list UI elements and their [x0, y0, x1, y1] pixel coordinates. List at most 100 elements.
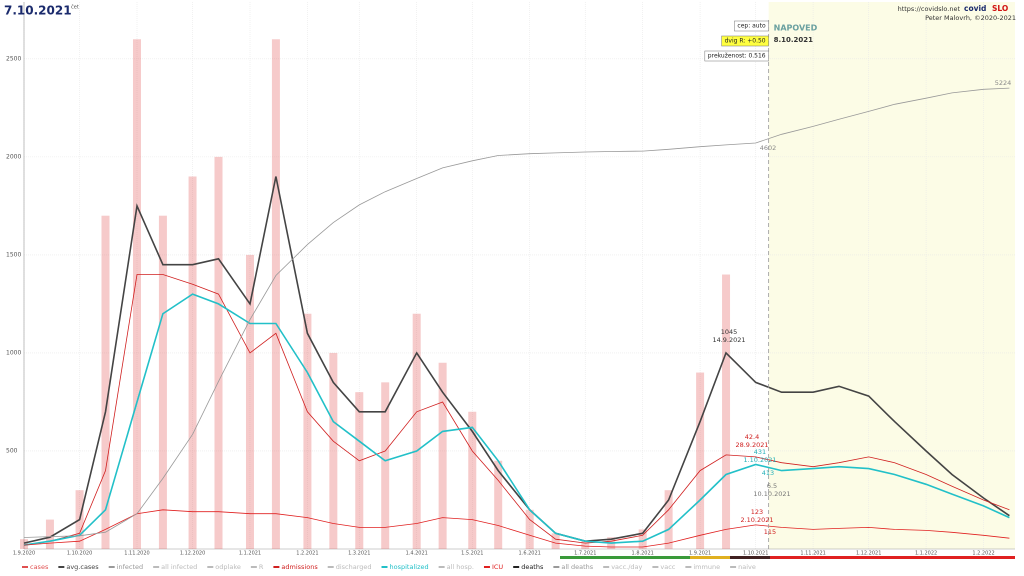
setting-label: dvig R: +0.50 [725, 38, 766, 45]
status-strip [560, 556, 1015, 559]
annotation-date: 1.10.2021 [743, 456, 776, 464]
bar [303, 313, 312, 549]
bar [664, 490, 673, 549]
bar [355, 392, 364, 549]
y-tick-label: 1000 [6, 349, 21, 356]
bar [468, 411, 477, 549]
legend-label: admissions [281, 563, 318, 571]
series-line [23, 176, 1010, 544]
bar [329, 352, 338, 549]
legend-label: naive [738, 563, 756, 571]
x-tick-label: 1.4.2021 [406, 551, 428, 557]
annotation-value: 413 [762, 469, 774, 477]
x-tick-label: 1.11.2020 [124, 551, 149, 557]
legend-label: vacc [660, 563, 675, 571]
brand: covid [964, 4, 986, 13]
bar [494, 460, 503, 549]
bar [132, 39, 141, 550]
bar [638, 529, 647, 549]
author: Peter Malovrh, ©2020-2021 [925, 14, 1016, 22]
date-title: 7.10.2021 [4, 4, 72, 18]
legend-label: discharged [336, 563, 372, 571]
x-tick-label: 1.6.2021 [519, 551, 541, 557]
strip-segment [690, 556, 730, 559]
legend-label: odplake [215, 563, 241, 571]
annotation-date: 10.10.2021 [753, 490, 790, 498]
annotation-date: 2.10.2021 [740, 516, 773, 524]
bar [20, 539, 28, 549]
annotation-value: 123 [751, 508, 763, 516]
y-tick-label: 1500 [6, 251, 21, 258]
series-line [23, 293, 1010, 546]
x-tick-label: 1.2.2021 [296, 551, 318, 557]
annotation-date: 14.9.2021 [712, 336, 745, 344]
url: https://covidslo.net [898, 5, 961, 13]
forecast-label: NAPOVED [774, 24, 818, 33]
bar [722, 274, 731, 549]
x-tick-label: 1.2.2022 [972, 551, 994, 557]
annotation-value: 6.5 [767, 482, 777, 490]
brand-suffix: SLO [992, 4, 1008, 13]
setting-box [734, 20, 769, 32]
annotation-value: 1045 [721, 328, 738, 336]
bar [438, 362, 447, 549]
legend-label: avg.cases [66, 563, 99, 571]
annotation-value: 431 [754, 448, 766, 456]
bar [381, 382, 390, 549]
x-tick-label: 1.10.2021 [743, 551, 768, 557]
strip-segment [770, 556, 1015, 559]
annotation-value: 5224 [995, 79, 1012, 87]
legend-label: deaths [521, 563, 544, 571]
weekday: čet [71, 4, 79, 11]
bar [412, 313, 421, 549]
x-tick-label: 1.9.2020 [13, 551, 35, 557]
bar [696, 372, 705, 549]
x-tick-label: 1.10.2020 [67, 551, 92, 557]
y-tick-label: 2000 [6, 153, 21, 160]
legend-label: ICU [492, 563, 503, 571]
setting-label: cep: auto [737, 23, 766, 30]
strip-segment [560, 556, 690, 559]
annotation-value: 4602 [760, 144, 777, 152]
forecast-region [768, 2, 1015, 549]
x-tick-label: 1.9.2021 [689, 551, 711, 557]
plot [20, 2, 1015, 550]
bar [101, 215, 110, 549]
legend-label: infected [117, 563, 143, 571]
legend-label: all hosp. [447, 563, 474, 571]
bar [214, 156, 223, 549]
x-tick-label: 1.8.2021 [632, 551, 654, 557]
forecast-date: 8.10.2021 [774, 36, 814, 44]
bar [525, 509, 534, 549]
annotation-value: 42.4 [745, 433, 759, 441]
bar [188, 176, 197, 550]
series-line [23, 87, 1010, 538]
x-tick-label: 1.1.2021 [239, 551, 261, 557]
legend-label: immune [693, 563, 720, 571]
x-tick-label: 1.12.2020 [180, 551, 205, 557]
bar [551, 533, 560, 549]
legend-label: R [259, 563, 264, 571]
legend-label: all deaths [561, 563, 593, 571]
series-line [23, 509, 1010, 548]
x-tick-label: 1.12.2021 [856, 551, 881, 557]
x-tick-label: 1.5.2021 [461, 551, 483, 557]
setting-box [721, 35, 769, 47]
annotation-value: 115 [764, 528, 776, 536]
series-line [23, 274, 1010, 546]
x-tick-label: 1.7.2021 [574, 551, 596, 557]
annotation-date: 28.9.2021 [735, 441, 768, 449]
x-tick-label: 1.3.2021 [348, 551, 370, 557]
setting-box [704, 50, 769, 62]
x-tick-label: 1.1.2022 [915, 551, 937, 557]
bar [271, 39, 280, 550]
legend-label: vacc./day [611, 563, 642, 571]
y-tick-label: 500 [6, 447, 18, 454]
x-tick-label: 1.11.2021 [800, 551, 825, 557]
strip-segment [730, 556, 770, 559]
setting-label: prekuženost: 0.516 [708, 53, 766, 60]
bar [245, 254, 254, 549]
y-tick-label: 2500 [6, 55, 21, 62]
bar [581, 541, 590, 549]
